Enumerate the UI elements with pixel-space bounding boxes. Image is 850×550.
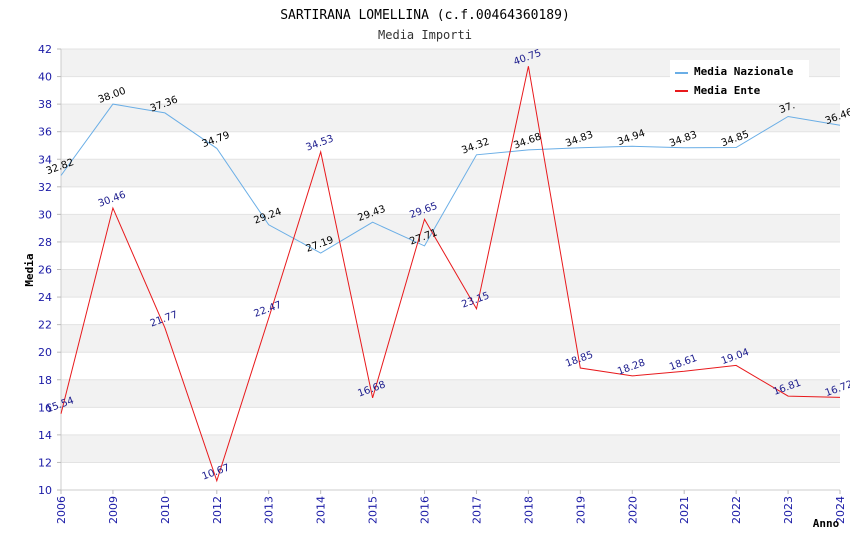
x-tick-label: 2020 [626, 496, 639, 524]
y-tick-label: 34 [38, 153, 52, 166]
grid-lines [61, 48, 840, 491]
grid-band [61, 269, 840, 298]
chart-subtitle: Media Importi [378, 28, 472, 42]
x-tick-label: 2009 [107, 496, 120, 524]
grid-band [61, 462, 840, 490]
grid-band [61, 214, 840, 242]
y-tick-label: 18 [38, 374, 52, 387]
series-line-nazionale [60, 103, 841, 254]
x-tick-label: 2012 [211, 496, 224, 524]
x-tick-label: 2013 [263, 496, 276, 524]
x-axis-ticks: 2006 2009 2010 2012 2013 2014 2015 2016 2017 2018… [55, 490, 847, 524]
x-tick-label: 2023 [782, 496, 795, 524]
y-tick-label: 38 [38, 98, 52, 111]
grid-band [61, 131, 840, 160]
x-tick-label: 2010 [159, 496, 172, 524]
x-tick-label: 2022 [730, 496, 743, 524]
y-tick-label: 14 [38, 429, 52, 442]
grid-band [61, 407, 840, 435]
grid-band [61, 159, 840, 187]
y-tick-label: 22 [38, 319, 52, 332]
y-tick-label: 40 [38, 71, 52, 84]
y-axis-label: Media [23, 253, 36, 286]
y-tick-label: 32 [38, 181, 52, 194]
grid-band [61, 297, 840, 325]
x-tick-label: 2014 [315, 496, 328, 524]
series-lines [60, 66, 841, 483]
legend: Media Nazionale Media Ente [670, 60, 809, 100]
y-tick-label: 42 [38, 43, 52, 56]
y-tick-label: 30 [38, 208, 52, 221]
y-tick-label: 26 [38, 264, 52, 277]
plot-background [61, 49, 840, 490]
x-tick-label: 2015 [367, 496, 380, 524]
grid-band [61, 324, 840, 353]
y-tick-label: 20 [38, 346, 52, 359]
x-tick-label: 2019 [574, 496, 587, 524]
grid-band [61, 434, 840, 463]
data-label-nazionale: 37. [778, 100, 797, 116]
x-tick-label: 2021 [678, 496, 691, 524]
legend-label-nazionale: Media Nazionale [694, 65, 794, 78]
y-tick-label: 10 [38, 484, 52, 497]
legend-box [670, 60, 809, 100]
x-tick-label: 2017 [470, 496, 483, 524]
y-tick-label: 12 [38, 456, 52, 469]
grid-band [61, 379, 840, 408]
x-tick-label: 2024 [834, 496, 847, 524]
chart-title: SARTIRANA LOMELLINA (c.f.00464360189) [280, 8, 570, 23]
y-tick-label: 28 [38, 236, 52, 249]
x-tick-label: 2016 [419, 496, 432, 524]
y-tick-label: 16 [38, 401, 52, 414]
x-axis-label: Anno [813, 517, 840, 530]
grid-band [61, 104, 840, 132]
y-tick-label: 24 [38, 291, 52, 304]
y-tick-label: 36 [38, 126, 52, 139]
legend-label-ente: Media Ente [694, 84, 761, 97]
grid-band [61, 241, 840, 270]
grid-band [61, 352, 840, 380]
series-line-ente [60, 66, 841, 483]
x-tick-label: 2006 [55, 496, 68, 524]
y-axis-ticks: 10 12 14 16 18 20 22 24 26 28 30 32 34 36 38 40 42 [38, 43, 61, 497]
x-tick-label: 2018 [522, 496, 535, 524]
